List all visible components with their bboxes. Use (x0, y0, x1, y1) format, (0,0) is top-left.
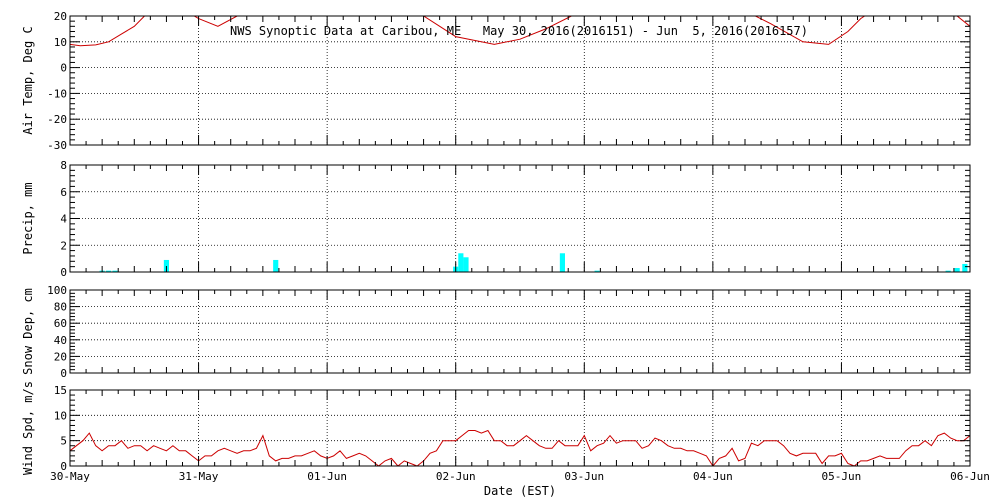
panel-2: 0 20 40 60 80 100 Snow Dep, cm (21, 284, 971, 380)
panel-3: 0 5 10 15 Wind Spd, m/s 30-May 31-May 01-Jun 02-… (21, 381, 990, 483)
y-axis-label: Precip, mm (21, 182, 35, 254)
chart-panels: -30 -20 -10 0 10 20 Air Temp, Deg C 0 2 4 6 8 Precip… (21, 10, 990, 483)
precip-bar (273, 259, 279, 272)
y-tick-label: 6 (60, 186, 67, 199)
y-tick-label: 0 (60, 367, 67, 380)
precip-bar (594, 270, 600, 272)
x-tick-label: 05-Jun (822, 470, 862, 483)
precip-bar (458, 253, 464, 272)
y-axis-label: Snow Dep, cm (21, 288, 35, 375)
x-tick-label: 04-Jun (693, 470, 733, 483)
chart-title: NWS Synoptic Data at Caribou, ME May 30,… (230, 24, 808, 38)
precip-bar (106, 270, 112, 272)
x-tick-label: 01-Jun (307, 470, 347, 483)
x-tick-label: 02-Jun (436, 470, 476, 483)
x-axis-label: Date (EST) (484, 484, 556, 498)
y-tick-label: 80 (54, 301, 67, 314)
y-tick-label: 10 (54, 409, 67, 422)
x-tick-label: 30-May (50, 470, 90, 483)
x-tick-label: 31-May (179, 470, 219, 483)
y-axis-label: Wind Spd, m/s (21, 381, 35, 475)
y-tick-label: -30 (47, 139, 67, 152)
panel-0: -30 -20 -10 0 10 20 Air Temp, Deg C (21, 10, 971, 152)
y-tick-label: 100 (47, 284, 67, 297)
precip-bar (463, 257, 469, 272)
y-tick-label: -10 (47, 87, 67, 100)
y-tick-label: 8 (60, 159, 67, 172)
y-tick-label: 0 (60, 460, 67, 473)
y-tick-label: 60 (54, 317, 67, 330)
y-axis-label: Air Temp, Deg C (21, 26, 35, 134)
precip-bar (945, 270, 951, 272)
precip-bar (163, 259, 169, 272)
series-group (70, 429, 970, 466)
precip-bar (559, 253, 565, 272)
y-tick-label: 20 (54, 350, 67, 363)
wind-speed-line (70, 429, 970, 466)
y-tick-label: 20 (54, 10, 67, 23)
y-tick-label: 5 (60, 435, 67, 448)
y-tick-label: 0 (60, 62, 67, 75)
y-tick-label: 40 (54, 334, 67, 347)
y-tick-label: 4 (60, 213, 67, 226)
precip-bar (112, 270, 118, 272)
temperature-line (70, 16, 970, 47)
x-tick-label: 06-Jun (950, 470, 990, 483)
series-group (70, 16, 970, 47)
y-tick-label: 0 (60, 266, 67, 279)
y-tick-label: -20 (47, 113, 67, 126)
precip-bar (962, 263, 968, 272)
panel-1: 0 2 4 6 8 Precip, mm (21, 159, 971, 279)
x-tick-label: 03-Jun (564, 470, 604, 483)
y-tick-label: 2 (60, 239, 67, 252)
y-tick-label: 10 (54, 36, 67, 49)
y-tick-label: 15 (54, 384, 67, 397)
precip-bar (954, 267, 960, 272)
